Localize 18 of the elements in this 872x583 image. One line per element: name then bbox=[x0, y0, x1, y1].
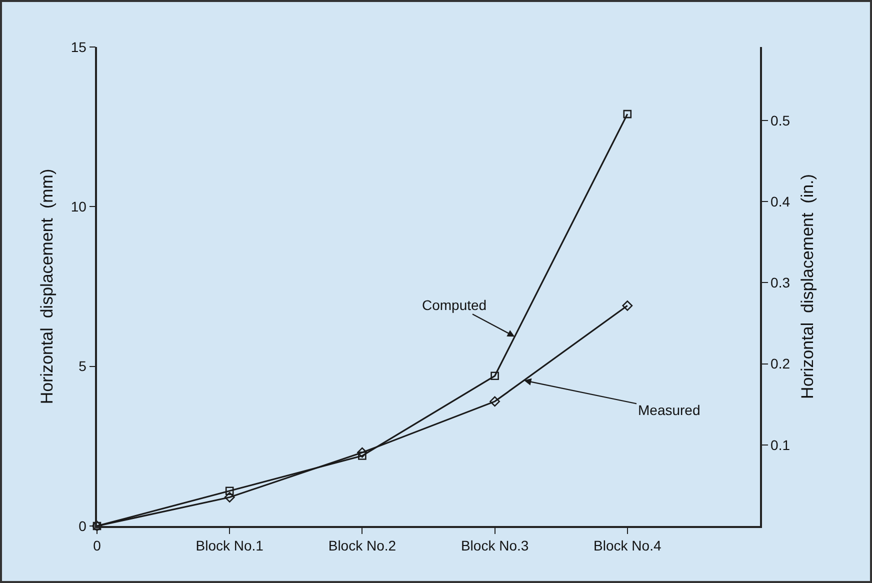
y2-tick-label: 0.4 bbox=[770, 193, 790, 210]
text: Measured bbox=[638, 402, 700, 418]
y-axis-title: Horizontal displacement (mm) bbox=[38, 168, 56, 404]
text: Computed bbox=[422, 297, 487, 313]
x-tick-label: Block No.4 bbox=[594, 538, 662, 554]
y-tick-label: 10 bbox=[70, 198, 87, 215]
x-tick-label: 0 bbox=[93, 538, 102, 554]
x-tick-label: Block No.1 bbox=[196, 538, 264, 554]
y2-tick-label: 0.1 bbox=[770, 436, 790, 453]
x-tick-label: Block No.3 bbox=[460, 538, 529, 554]
y2-tick-label: 0.2 bbox=[770, 356, 790, 372]
x-tick-label: Block No.2 bbox=[328, 538, 396, 554]
y2-tick-label: 0.3 bbox=[770, 274, 790, 291]
y-tick-label: 5 bbox=[78, 358, 87, 374]
y-tick-label: 0 bbox=[78, 518, 87, 534]
y-tick-label: 15 bbox=[70, 38, 87, 55]
y2-axis-title: Horizontal displacement (in.) bbox=[798, 174, 817, 399]
y2-tick-label: 0.5 bbox=[770, 112, 790, 128]
